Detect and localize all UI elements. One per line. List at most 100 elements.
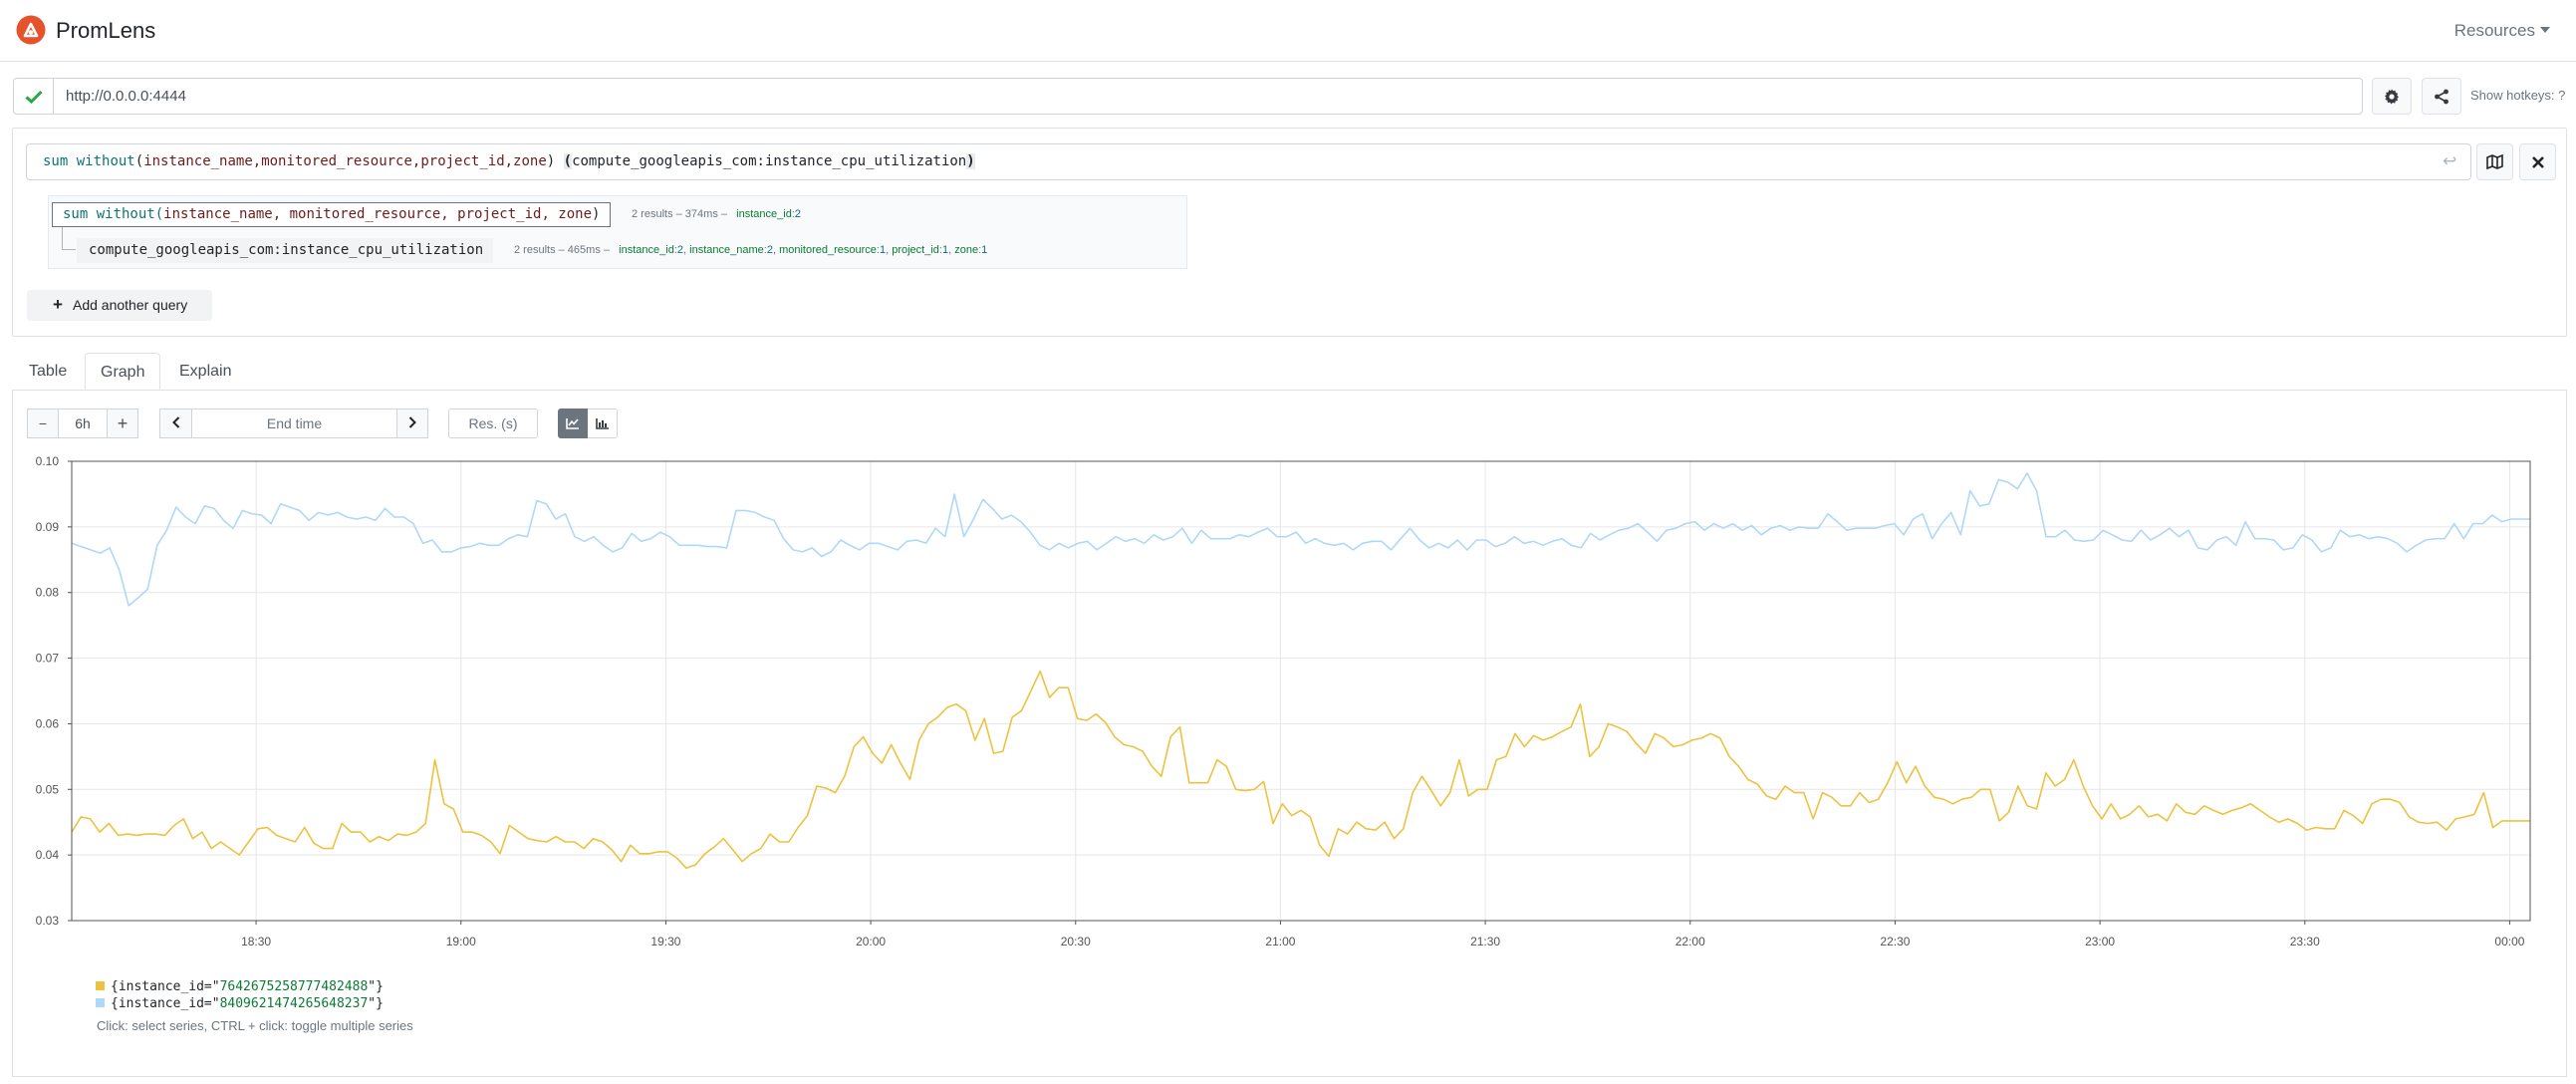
time-series-chart[interactable]: 0.03 0.04 0.05 0.06 0.07 0.08 0.09 0.10 18:30 19…	[0, 448, 2576, 1006]
series-line-0[interactable]	[71, 670, 2530, 870]
tab-graph[interactable]: Graph	[85, 353, 161, 390]
line-chart-icon	[566, 418, 579, 429]
caret-down-icon	[2540, 27, 2550, 33]
tree-node-sum-suffix: )	[592, 206, 601, 222]
legend-label: {instance_id="8409621474265648237"}	[111, 996, 384, 1011]
legend-item-series-1[interactable]: {instance_id="8409621474265648237"}	[96, 995, 384, 1011]
x-tick-label: 23:30	[2290, 935, 2320, 948]
add-query-button[interactable]: + Add another query	[27, 290, 212, 321]
range-input[interactable]: 6h	[58, 408, 108, 438]
label-summary-count: 2	[766, 244, 773, 256]
increase-range-button[interactable]: +	[107, 408, 138, 438]
y-tick-label: 0.08	[36, 586, 60, 600]
checkmark-icon	[24, 90, 43, 104]
expr-open: (	[134, 153, 144, 169]
chart-grid	[72, 460, 2530, 922]
x-axis: 18:30 19:00 19:30 20:00 20:30 21:00 21:30 22:00…	[241, 921, 2525, 948]
y-tick-label: 0.04	[36, 848, 60, 862]
label-summary-name: instance_id	[619, 244, 674, 256]
show-hotkeys-link[interactable]: Show hotkeys: ?	[2470, 88, 2566, 103]
tree-view-button[interactable]	[2476, 143, 2513, 180]
end-time-input[interactable]: End time	[191, 408, 397, 438]
graph-panel	[12, 390, 2567, 1077]
resources-label: Resources	[2453, 21, 2535, 40]
x-tick-label: 22:00	[1675, 935, 1705, 948]
chevron-right-icon	[408, 416, 416, 428]
plus-icon: +	[53, 295, 63, 314]
x-tick-label: 21:00	[1265, 935, 1295, 948]
x-tick-label: 19:30	[650, 935, 680, 948]
server-url-input[interactable]: http://0.0.0.0:4444	[53, 78, 2363, 115]
tree-node-metric[interactable]: compute_googleapis_com:instance_cpu_util…	[77, 238, 493, 263]
x-tick-label: 22:30	[1880, 935, 1910, 948]
enter-icon[interactable]: ↩	[2443, 151, 2457, 170]
expr-metric: compute_googleapis_com:instance_cpu_util…	[572, 153, 967, 169]
y-tick-label: 0.10	[36, 454, 60, 468]
tabs-divider	[12, 390, 2567, 391]
resolution-placeholder: Res. (s)	[468, 415, 518, 431]
remove-query-button[interactable]	[2519, 143, 2556, 180]
expr-func: sum	[43, 153, 69, 169]
resources-dropdown[interactable]: Resources	[2454, 21, 2550, 41]
share-icon	[2435, 89, 2448, 104]
label-summary-count: 1	[941, 244, 949, 256]
label-summary-sep: ,	[683, 244, 687, 256]
legend-item-series-0[interactable]: {instance_id="7642675258777482488"}	[96, 978, 384, 994]
navbar: PromLens Resources	[0, 0, 2576, 62]
tree-node-sum-prefix: sum without(	[63, 206, 164, 222]
minus-icon: −	[38, 415, 48, 431]
unstacked-chart-button[interactable]	[558, 408, 588, 438]
label-summary-sep: ,	[772, 244, 776, 256]
label-summary-sep: ,	[948, 244, 952, 256]
tree-node-sum-stats-text: 2 results – 374ms –	[632, 208, 727, 220]
x-tick-label: 20:30	[1061, 935, 1091, 948]
promlens-logo-icon[interactable]	[16, 15, 46, 45]
label-summary-count: 2	[794, 208, 802, 220]
label-summary-name: instance_id	[736, 208, 792, 220]
server-status-indicator	[13, 78, 53, 115]
x-tick-label: 21:30	[1470, 935, 1500, 948]
expr-close: )	[546, 153, 556, 169]
tree-connector	[62, 227, 63, 249]
legend-swatch	[96, 981, 105, 990]
series-line-1[interactable]	[71, 472, 2530, 607]
y-tick-label: 0.06	[36, 716, 60, 730]
stacked-chart-button[interactable]	[588, 408, 618, 438]
expr-paren-open: (	[563, 153, 573, 169]
range-value: 6h	[75, 415, 91, 431]
tree-node-sum-labels: instance_name, monitored_resource, proje…	[163, 206, 593, 222]
label-summary-name: project_id	[892, 244, 939, 256]
end-time-placeholder: End time	[266, 415, 323, 431]
decrease-range-button[interactable]: −	[27, 408, 59, 438]
label-summary-count: 1	[879, 244, 887, 256]
tree-connector	[62, 249, 76, 250]
y-tick-label: 0.09	[36, 520, 60, 534]
resolution-input[interactable]: Res. (s)	[448, 408, 538, 438]
tab-table[interactable]: Table	[29, 363, 68, 380]
label-summary-name: instance_name	[689, 244, 764, 256]
query-panel	[12, 128, 2567, 337]
expr-labels: instance_name,monitored_resource,project…	[143, 153, 547, 169]
label-summary-count: 1	[981, 244, 988, 256]
previous-time-button[interactable]	[159, 408, 192, 438]
plus-icon: +	[117, 413, 129, 433]
label-summary-sep: ,	[886, 244, 890, 256]
expression-input[interactable]: sum without(instance_name,monitored_reso…	[26, 143, 2471, 180]
tree-node-metric-stats: 2 results – 465ms – instance_id:2, insta…	[514, 244, 988, 256]
y-tick-label: 0.03	[36, 914, 60, 928]
label-summary-count: 2	[676, 244, 684, 256]
legend-hint: Click: select series, CTRL + click: togg…	[97, 1018, 413, 1033]
share-button[interactable]	[2422, 78, 2461, 115]
y-tick-label: 0.07	[36, 652, 60, 666]
tree-node-sum[interactable]: sum without(instance_name, monitored_res…	[52, 202, 611, 227]
next-time-button[interactable]	[396, 408, 428, 438]
settings-button[interactable]	[2372, 78, 2412, 115]
x-tick-label: 18:30	[241, 935, 271, 948]
chevron-left-icon	[171, 416, 179, 428]
legend-label: {instance_id="7642675258777482488"}	[111, 979, 384, 994]
x-tick-label: 23:00	[2085, 935, 2115, 948]
brand-name[interactable]: PromLens	[56, 18, 156, 43]
area-chart-icon	[595, 418, 609, 429]
tab-explain[interactable]: Explain	[179, 363, 232, 380]
x-tick-label: 19:00	[446, 935, 476, 948]
